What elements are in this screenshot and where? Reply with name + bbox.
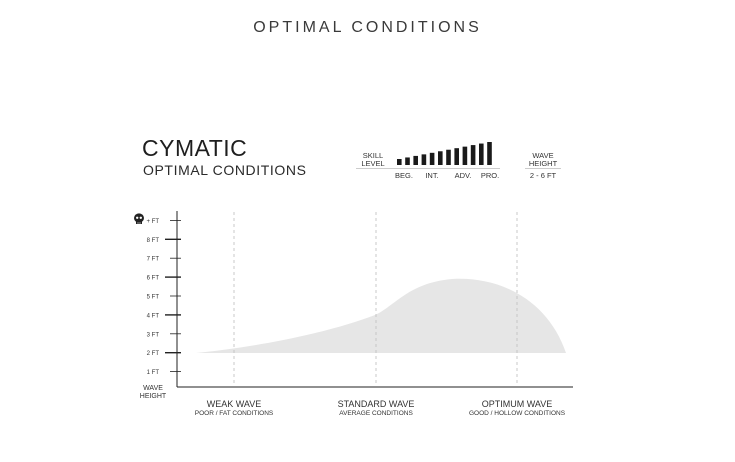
x-category-label: STANDARD WAVE xyxy=(338,399,415,409)
skill-level-label: BEG. xyxy=(395,171,413,180)
product-name: CYMATIC xyxy=(142,135,248,161)
product-subtitle: OPTIMAL CONDITIONS xyxy=(143,162,307,178)
y-tick-label: 6 FT xyxy=(147,276,160,282)
skill-bar xyxy=(446,149,451,165)
wave-height-label-line1: WAVE xyxy=(532,151,553,160)
x-category-sublabel: AVERAGE CONDITIONS xyxy=(339,410,413,417)
y-tick-label: 5 FT xyxy=(147,295,160,301)
x-category-sublabel: GOOD / HOLLOW CONDITIONS xyxy=(469,410,566,417)
skill-bar xyxy=(487,142,492,165)
skill-level-label: PRO. xyxy=(481,171,499,180)
skill-bar xyxy=(429,152,435,165)
y-axis-label-line1: WAVE xyxy=(143,385,163,392)
wave-height-value: 2 - 6 FT xyxy=(530,171,557,180)
skill-bar xyxy=(479,143,484,165)
wave-height-label-line2: HEIGHT xyxy=(529,159,558,168)
skull-icon xyxy=(134,213,144,224)
wave-area xyxy=(196,278,566,353)
y-tick-label: + FT xyxy=(146,219,159,225)
y-tick-label: 3 FT xyxy=(147,332,160,338)
skill-label-line1: SKILL xyxy=(363,151,383,160)
skill-bar xyxy=(438,151,443,165)
skill-bar xyxy=(413,155,418,165)
y-tick-label: 8 FT xyxy=(147,238,160,244)
skill-level-labels: BEG. INT. ADV. PRO. xyxy=(395,171,499,180)
x-category-sublabel: POOR / FAT CONDITIONS xyxy=(195,410,274,417)
x-category-label: OPTIMUM WAVE xyxy=(482,399,553,409)
y-tick-label: 1 FT xyxy=(147,370,160,376)
skill-bar xyxy=(454,148,459,165)
y-ticks: 1 FT 2 FT 3 FT 4 FT 5 FT 6 FT 7 FT 8 FT + FT xyxy=(146,219,181,376)
skill-bars xyxy=(397,142,492,165)
x-category-label: WEAK WAVE xyxy=(207,399,262,409)
skill-legend: SKILL LEVEL BEG. INT. ADV. PRO. xyxy=(356,142,500,180)
skill-bar xyxy=(421,154,427,165)
skill-bar xyxy=(405,157,410,165)
skill-bar xyxy=(470,145,476,165)
skill-level-label: ADV. xyxy=(455,171,472,180)
y-tick-label: 2 FT xyxy=(147,351,160,357)
skill-label-line2: LEVEL xyxy=(361,159,384,168)
skill-bar xyxy=(397,159,402,165)
skill-level-label: INT. xyxy=(425,171,438,180)
page-heading: OPTIMAL CONDITIONS xyxy=(253,19,482,36)
wave-height-legend: WAVE HEIGHT 2 - 6 FT xyxy=(525,151,561,180)
y-axis-label-line2: HEIGHT xyxy=(140,393,167,400)
skill-bar xyxy=(462,146,468,165)
dashed-gridlines xyxy=(233,212,518,386)
y-tick-label: 4 FT xyxy=(147,313,160,319)
y-tick-label: 7 FT xyxy=(147,257,160,263)
